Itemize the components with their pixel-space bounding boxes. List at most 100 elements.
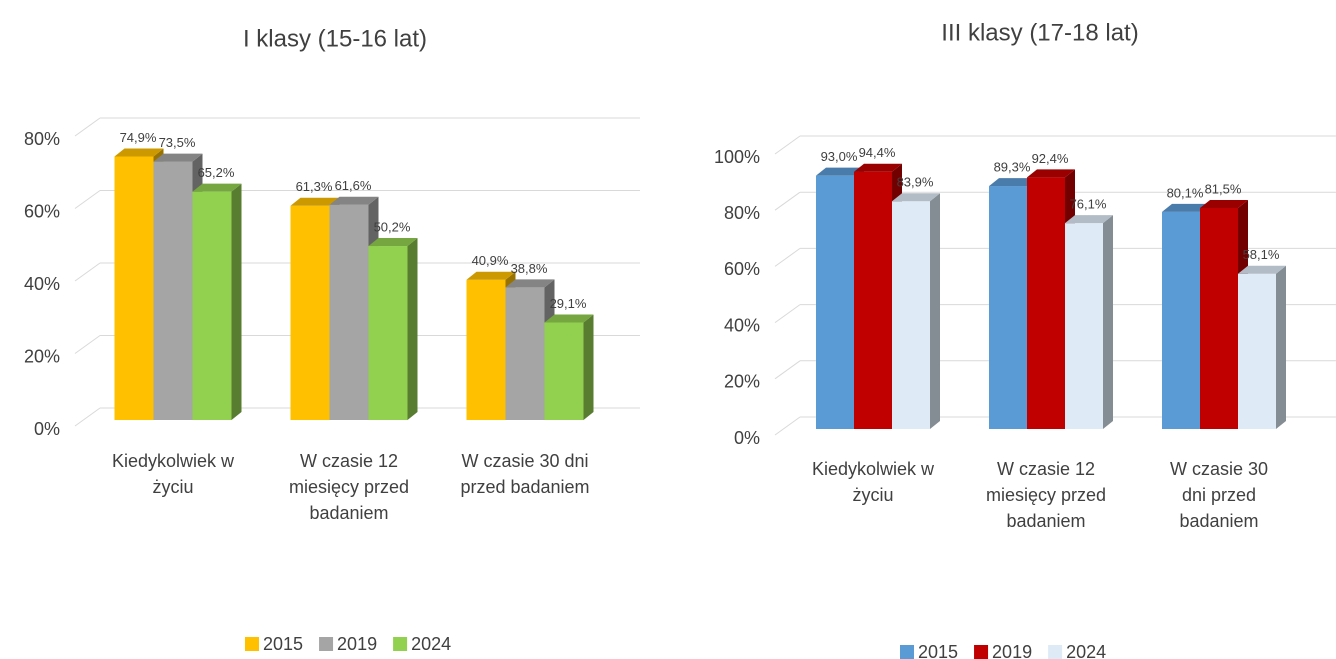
grid-depth	[74, 190, 101, 209]
data-label: 61,3%	[296, 179, 333, 194]
y-tick-label: 0%	[34, 419, 60, 439]
bar-front	[544, 322, 584, 420]
data-label: 93,0%	[821, 149, 858, 164]
data-label: 81,5%	[1205, 181, 1242, 196]
grid-depth	[774, 360, 801, 380]
data-label: 89,3%	[994, 160, 1031, 175]
legend-label: 2015	[263, 634, 303, 654]
data-label: 29,1%	[550, 296, 587, 311]
bar-front	[989, 186, 1027, 429]
y-tick-label: 80%	[24, 129, 60, 149]
bar	[368, 238, 418, 420]
data-label: 73,5%	[159, 135, 196, 150]
bar-top	[1065, 215, 1113, 224]
bar-top	[816, 167, 864, 176]
bar-front	[329, 204, 369, 420]
x-tick-label: W czasie 30 dni przed badaniem	[1170, 459, 1268, 531]
bar-top	[1238, 265, 1286, 274]
bar-front	[466, 279, 506, 420]
y-tick-label: 20%	[724, 372, 760, 392]
bar-front	[1238, 273, 1276, 429]
bar-side	[930, 193, 940, 429]
legend-swatch	[319, 637, 334, 651]
bar-front	[1162, 211, 1200, 429]
data-label: 76,1%	[1070, 197, 1107, 212]
bar-front	[1027, 177, 1065, 429]
bar-top	[505, 279, 555, 288]
bar	[544, 314, 594, 420]
grid-depth	[74, 335, 101, 354]
y-tick-label: 40%	[724, 315, 760, 335]
legend-label: 2019	[337, 634, 377, 654]
y-tick-label: 100%	[714, 147, 760, 167]
bar-front	[1065, 223, 1103, 429]
y-tick-label: 80%	[724, 203, 760, 223]
bar-top	[544, 314, 594, 323]
bar-top	[290, 197, 340, 206]
legend-label: 2024	[1066, 642, 1106, 659]
bar-top	[1162, 203, 1210, 212]
bar-top	[466, 271, 516, 280]
bar-front	[114, 156, 154, 421]
grid-depth	[774, 247, 801, 267]
bar-front	[505, 287, 545, 420]
bar-top	[854, 163, 902, 172]
bar-side	[407, 238, 418, 420]
y-tick-label: 0%	[734, 428, 760, 448]
chart-title: III klasy (17-18 lat)	[941, 19, 1138, 46]
legend-label: 2019	[992, 642, 1032, 659]
grid-depth	[774, 304, 801, 324]
bar-front	[153, 161, 193, 420]
grid-depth	[74, 262, 101, 282]
y-tick-label: 60%	[724, 259, 760, 279]
bar-top	[114, 148, 164, 157]
bar-top	[192, 183, 242, 192]
grid-depth	[774, 191, 801, 211]
data-label: 65,2%	[198, 165, 235, 180]
y-tick-label: 20%	[24, 346, 60, 366]
bar-top	[153, 153, 203, 162]
y-tick-label: 60%	[24, 201, 60, 221]
bar-top	[1200, 199, 1248, 208]
legend-swatch	[974, 645, 989, 659]
bar-side	[1276, 265, 1286, 429]
data-label: 38,8%	[511, 261, 548, 276]
data-label: 40,9%	[472, 253, 509, 268]
bar-top	[368, 238, 418, 247]
bar-front	[290, 205, 330, 420]
data-label: 58,1%	[1243, 247, 1280, 262]
x-tick-label: W czasie 12 miesięcy przed badaniem	[289, 451, 409, 523]
x-tick-label: W czasie 30 dni przed badaniem	[460, 451, 589, 497]
data-label: 92,4%	[1032, 151, 1069, 166]
data-label: 74,9%	[120, 130, 157, 145]
bar-side	[1103, 215, 1113, 429]
bar-front	[816, 175, 854, 429]
bar-side	[231, 183, 242, 420]
bar-front	[892, 201, 930, 429]
bar-front	[192, 191, 232, 420]
grid-depth	[774, 135, 801, 155]
y-tick-label: 40%	[24, 274, 60, 294]
bar-top	[892, 193, 940, 202]
bar	[1065, 215, 1113, 429]
chart-title: I klasy (15-16 lat)	[243, 25, 427, 52]
grid-depth	[774, 416, 801, 436]
bar-top	[989, 178, 1037, 187]
data-label: 61,6%	[335, 178, 372, 193]
legend-swatch	[900, 645, 914, 659]
legend-label: 2024	[411, 634, 451, 654]
data-label: 80,1%	[1167, 185, 1204, 200]
grid-depth	[74, 407, 101, 427]
bar-front	[368, 246, 408, 420]
x-tick-label: Kiedykolwiek w życiu	[812, 459, 935, 505]
legend-label: 2015	[918, 642, 958, 659]
legend-swatch	[393, 637, 408, 651]
bar	[1238, 265, 1286, 429]
bar	[192, 183, 242, 420]
bar-front	[854, 171, 892, 429]
data-label: 83,9%	[897, 175, 934, 190]
bar-side	[583, 314, 594, 420]
bar-top	[329, 196, 379, 205]
legend-swatch	[1048, 645, 1063, 659]
